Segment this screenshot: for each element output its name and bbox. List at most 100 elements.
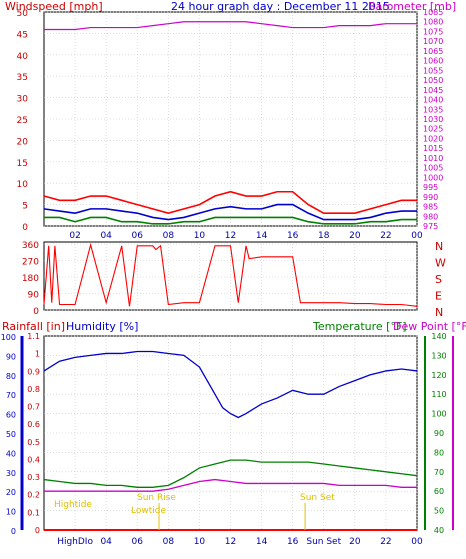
temperature-tick-label: 90 bbox=[434, 429, 444, 438]
direction-tick-label: 270 bbox=[22, 258, 39, 268]
barometer-tick-label: 1020 bbox=[423, 134, 443, 143]
rainfall-tick-label: 0.1 bbox=[27, 508, 40, 517]
temperature-tick-label: 140 bbox=[431, 332, 446, 341]
temperature-tick-label: 100 bbox=[431, 410, 446, 419]
compass-label: N bbox=[435, 306, 443, 319]
rainfall-tick-label: 1.1 bbox=[27, 332, 40, 341]
rainfall-tick-label: 1 bbox=[35, 350, 40, 359]
windspeed-tick-label: 25 bbox=[17, 116, 28, 126]
time-tick-label: 00 bbox=[411, 537, 423, 547]
barometer-tick-label: 1080 bbox=[423, 18, 443, 27]
barometer-tick-label: 1025 bbox=[423, 125, 443, 134]
barometer-tick-label: 990 bbox=[423, 193, 438, 202]
temperature-tick-label: 130 bbox=[431, 351, 446, 360]
time-tick-label: 12 bbox=[225, 537, 236, 547]
time-tick-label: 16 bbox=[287, 537, 299, 547]
time-tick-label: 08 bbox=[163, 537, 175, 547]
temperature-tick-label: 110 bbox=[431, 390, 446, 399]
barometer-tick-label: 1055 bbox=[423, 66, 443, 75]
humidity-tick-label: 70 bbox=[6, 391, 16, 400]
windspeed-tick-label: 20 bbox=[17, 137, 29, 147]
temperature-tick-label: 40 bbox=[434, 526, 444, 535]
rainfall-tick-label: 0.7 bbox=[27, 403, 40, 412]
direction-tick-label: 0 bbox=[33, 307, 39, 317]
rainfall-tick-label: 0.4 bbox=[27, 455, 40, 464]
series-temperature-f bbox=[43, 459, 418, 488]
temperature-tick-label: 120 bbox=[431, 371, 446, 380]
time-tick-label: 16 bbox=[287, 231, 299, 241]
windspeed-tick-label: 40 bbox=[17, 52, 29, 62]
barometer-tick-label: 1060 bbox=[423, 57, 443, 66]
barometer-tick-label: 980 bbox=[423, 212, 438, 221]
temperature-tick-label: 70 bbox=[434, 468, 444, 477]
humidity-tick-label: 60 bbox=[6, 411, 16, 420]
barometer-tick-label: 975 bbox=[423, 222, 438, 231]
rainfall-tick-label: 0.9 bbox=[27, 367, 40, 376]
annotation-lowtide: Lowtide bbox=[131, 506, 166, 516]
windspeed-axis-label: Windspeed [mph] bbox=[5, 0, 103, 13]
humidity-tick-label: 90 bbox=[6, 352, 16, 361]
windspeed-tick-label: 45 bbox=[17, 30, 28, 40]
barometer-tick-label: 1010 bbox=[423, 154, 443, 163]
dewpoint-axis-label: Dew Point [°F] bbox=[393, 320, 466, 333]
barometer-tick-label: 1050 bbox=[423, 76, 443, 85]
time-tick-label: 06 bbox=[132, 537, 144, 547]
windspeed-tick-label: 35 bbox=[17, 73, 28, 83]
wind-direction-panel bbox=[43, 241, 418, 311]
compass-label: E bbox=[435, 290, 442, 303]
windspeed-tick-label: 5 bbox=[22, 202, 28, 212]
time-tick-label: 06 bbox=[132, 231, 144, 241]
time-tick-label: 14 bbox=[256, 231, 268, 241]
time-tick-label: 22 bbox=[380, 537, 391, 547]
time-tick-label: 20 bbox=[349, 537, 361, 547]
direction-tick-label: 360 bbox=[22, 241, 39, 251]
time-tick-label: 12 bbox=[225, 231, 236, 241]
series-windspeed-mph bbox=[43, 190, 417, 214]
annotation-sunrise: Sun Rise bbox=[137, 493, 176, 503]
annotation-sunset: Sun Set bbox=[300, 493, 335, 503]
humidity-tick-label: 50 bbox=[6, 430, 16, 439]
temperature-tick-label: 50 bbox=[434, 507, 444, 516]
series-wind-direction bbox=[43, 242, 418, 307]
humidity-tick-label: 100 bbox=[1, 333, 16, 342]
direction-tick-label: 180 bbox=[22, 274, 39, 284]
compass-label: N bbox=[435, 240, 443, 253]
barometer-tick-label: 1075 bbox=[423, 27, 443, 36]
rainfall-axis-label: Rainfall [in] bbox=[2, 320, 65, 333]
humidity-tick-label: 0 bbox=[11, 527, 16, 536]
barometer-axis-label: Barometer [mb] bbox=[368, 0, 456, 13]
humidity-tick-label: 10 bbox=[6, 508, 16, 517]
rainfall-tick-label: 0.2 bbox=[27, 491, 40, 500]
humidity-tick-label: 30 bbox=[6, 469, 16, 478]
barometer-tick-label: 1000 bbox=[423, 173, 443, 182]
time-tick-label: 10 bbox=[194, 537, 206, 547]
barometer-tick-label: 1085 bbox=[423, 8, 443, 17]
time-tick-label: 22 bbox=[380, 231, 391, 241]
time-tick-label: 10 bbox=[194, 231, 206, 241]
windspeed-tick-label: 0 bbox=[22, 223, 28, 233]
series-average-wind bbox=[43, 203, 417, 221]
series-barometer-mb bbox=[44, 21, 417, 31]
rainfall-tick-label: 0.3 bbox=[27, 473, 40, 482]
humidity-tick-label: 20 bbox=[6, 488, 16, 497]
temperature-tick-label: 60 bbox=[434, 487, 444, 496]
series-dew-point-f bbox=[44, 478, 417, 492]
time-tick-label: 02 bbox=[69, 231, 80, 241]
temperature-tick-label: 80 bbox=[434, 448, 444, 457]
humidity-axis-label: Humidity [%] bbox=[66, 320, 138, 333]
time-tick-label: 20 bbox=[349, 231, 361, 241]
rainfall-tick-label: 0.6 bbox=[27, 420, 40, 429]
time-tick-label: 08 bbox=[163, 231, 175, 241]
barometer-tick-label: 1045 bbox=[423, 86, 443, 95]
barometer-tick-label: 1065 bbox=[423, 47, 443, 56]
rainfall-tick-label: 0 bbox=[35, 526, 40, 535]
barometer-tick-label: 1030 bbox=[423, 115, 443, 124]
barometer-tick-label: 1005 bbox=[423, 164, 443, 173]
time-tick-label: Sun Set bbox=[306, 537, 341, 547]
compass-label: W bbox=[435, 257, 446, 270]
annotation-hightide: Hightide bbox=[54, 500, 92, 510]
windspeed-tick-label: 15 bbox=[17, 159, 28, 169]
direction-tick-label: 90 bbox=[28, 291, 40, 301]
